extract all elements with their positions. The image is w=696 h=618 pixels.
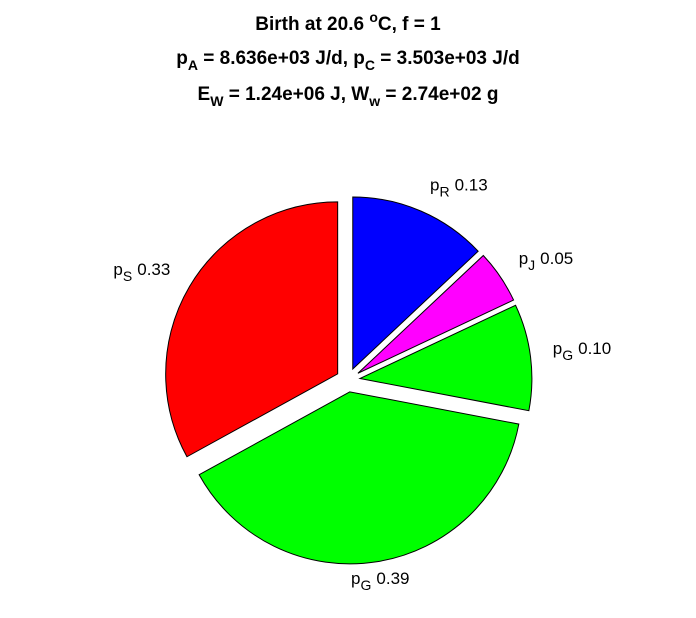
text-run: Birth at 20.6: [255, 14, 369, 35]
value-label: 0.13: [455, 176, 488, 195]
text-run: = 2.74e+02 g: [380, 84, 498, 105]
slice-label: pG 0.10: [553, 339, 611, 363]
text-run: = 3.503e+03 J/d: [375, 48, 520, 69]
slice-label: pR 0.13: [430, 176, 488, 200]
subscript: G: [361, 577, 372, 593]
pie-slice: [165, 201, 339, 458]
chart-title: Birth at 20.6 oC, f = 1: [255, 9, 441, 35]
text-run: C, f = 1: [378, 14, 441, 35]
pie-slice: [198, 391, 520, 565]
value-label: 0.39: [376, 569, 409, 588]
text-run: p: [519, 249, 528, 268]
subscript: C: [365, 57, 375, 73]
text-run: p: [176, 48, 188, 69]
text-run: p: [553, 339, 562, 358]
text-run: p: [113, 260, 122, 279]
slice-label: pG 0.39: [351, 569, 409, 593]
text-run: = 1.24e+06 J, W: [223, 84, 369, 105]
subscript: G: [562, 347, 573, 363]
chart-title: EW = 1.24e+06 J, Ww = 2.74e+02 g: [198, 84, 499, 109]
subscript: W: [210, 93, 224, 109]
superscript: o: [369, 9, 378, 25]
value-label: 0.33: [137, 260, 170, 279]
subscript: w: [368, 93, 380, 109]
text-run: p: [351, 569, 360, 588]
slice-label: pJ 0.05: [519, 249, 574, 273]
text-run: p: [430, 176, 439, 195]
slice-label: pS 0.33: [113, 260, 170, 284]
chart-title: pA = 8.636e+03 J/d, pC = 3.503e+03 J/d: [176, 48, 519, 73]
pie-slice: [358, 304, 533, 412]
pie-slice: [352, 196, 479, 371]
subscript: A: [188, 57, 198, 73]
value-label: 0.05: [540, 249, 573, 268]
subscript: R: [439, 184, 449, 200]
text-run: = 8.636e+03 J/d, p: [198, 48, 365, 69]
subscript: S: [123, 268, 132, 284]
value-label: 0.10: [578, 339, 611, 358]
pie-slice: [357, 254, 515, 374]
text-run: E: [198, 84, 211, 105]
subscript: J: [528, 257, 535, 273]
